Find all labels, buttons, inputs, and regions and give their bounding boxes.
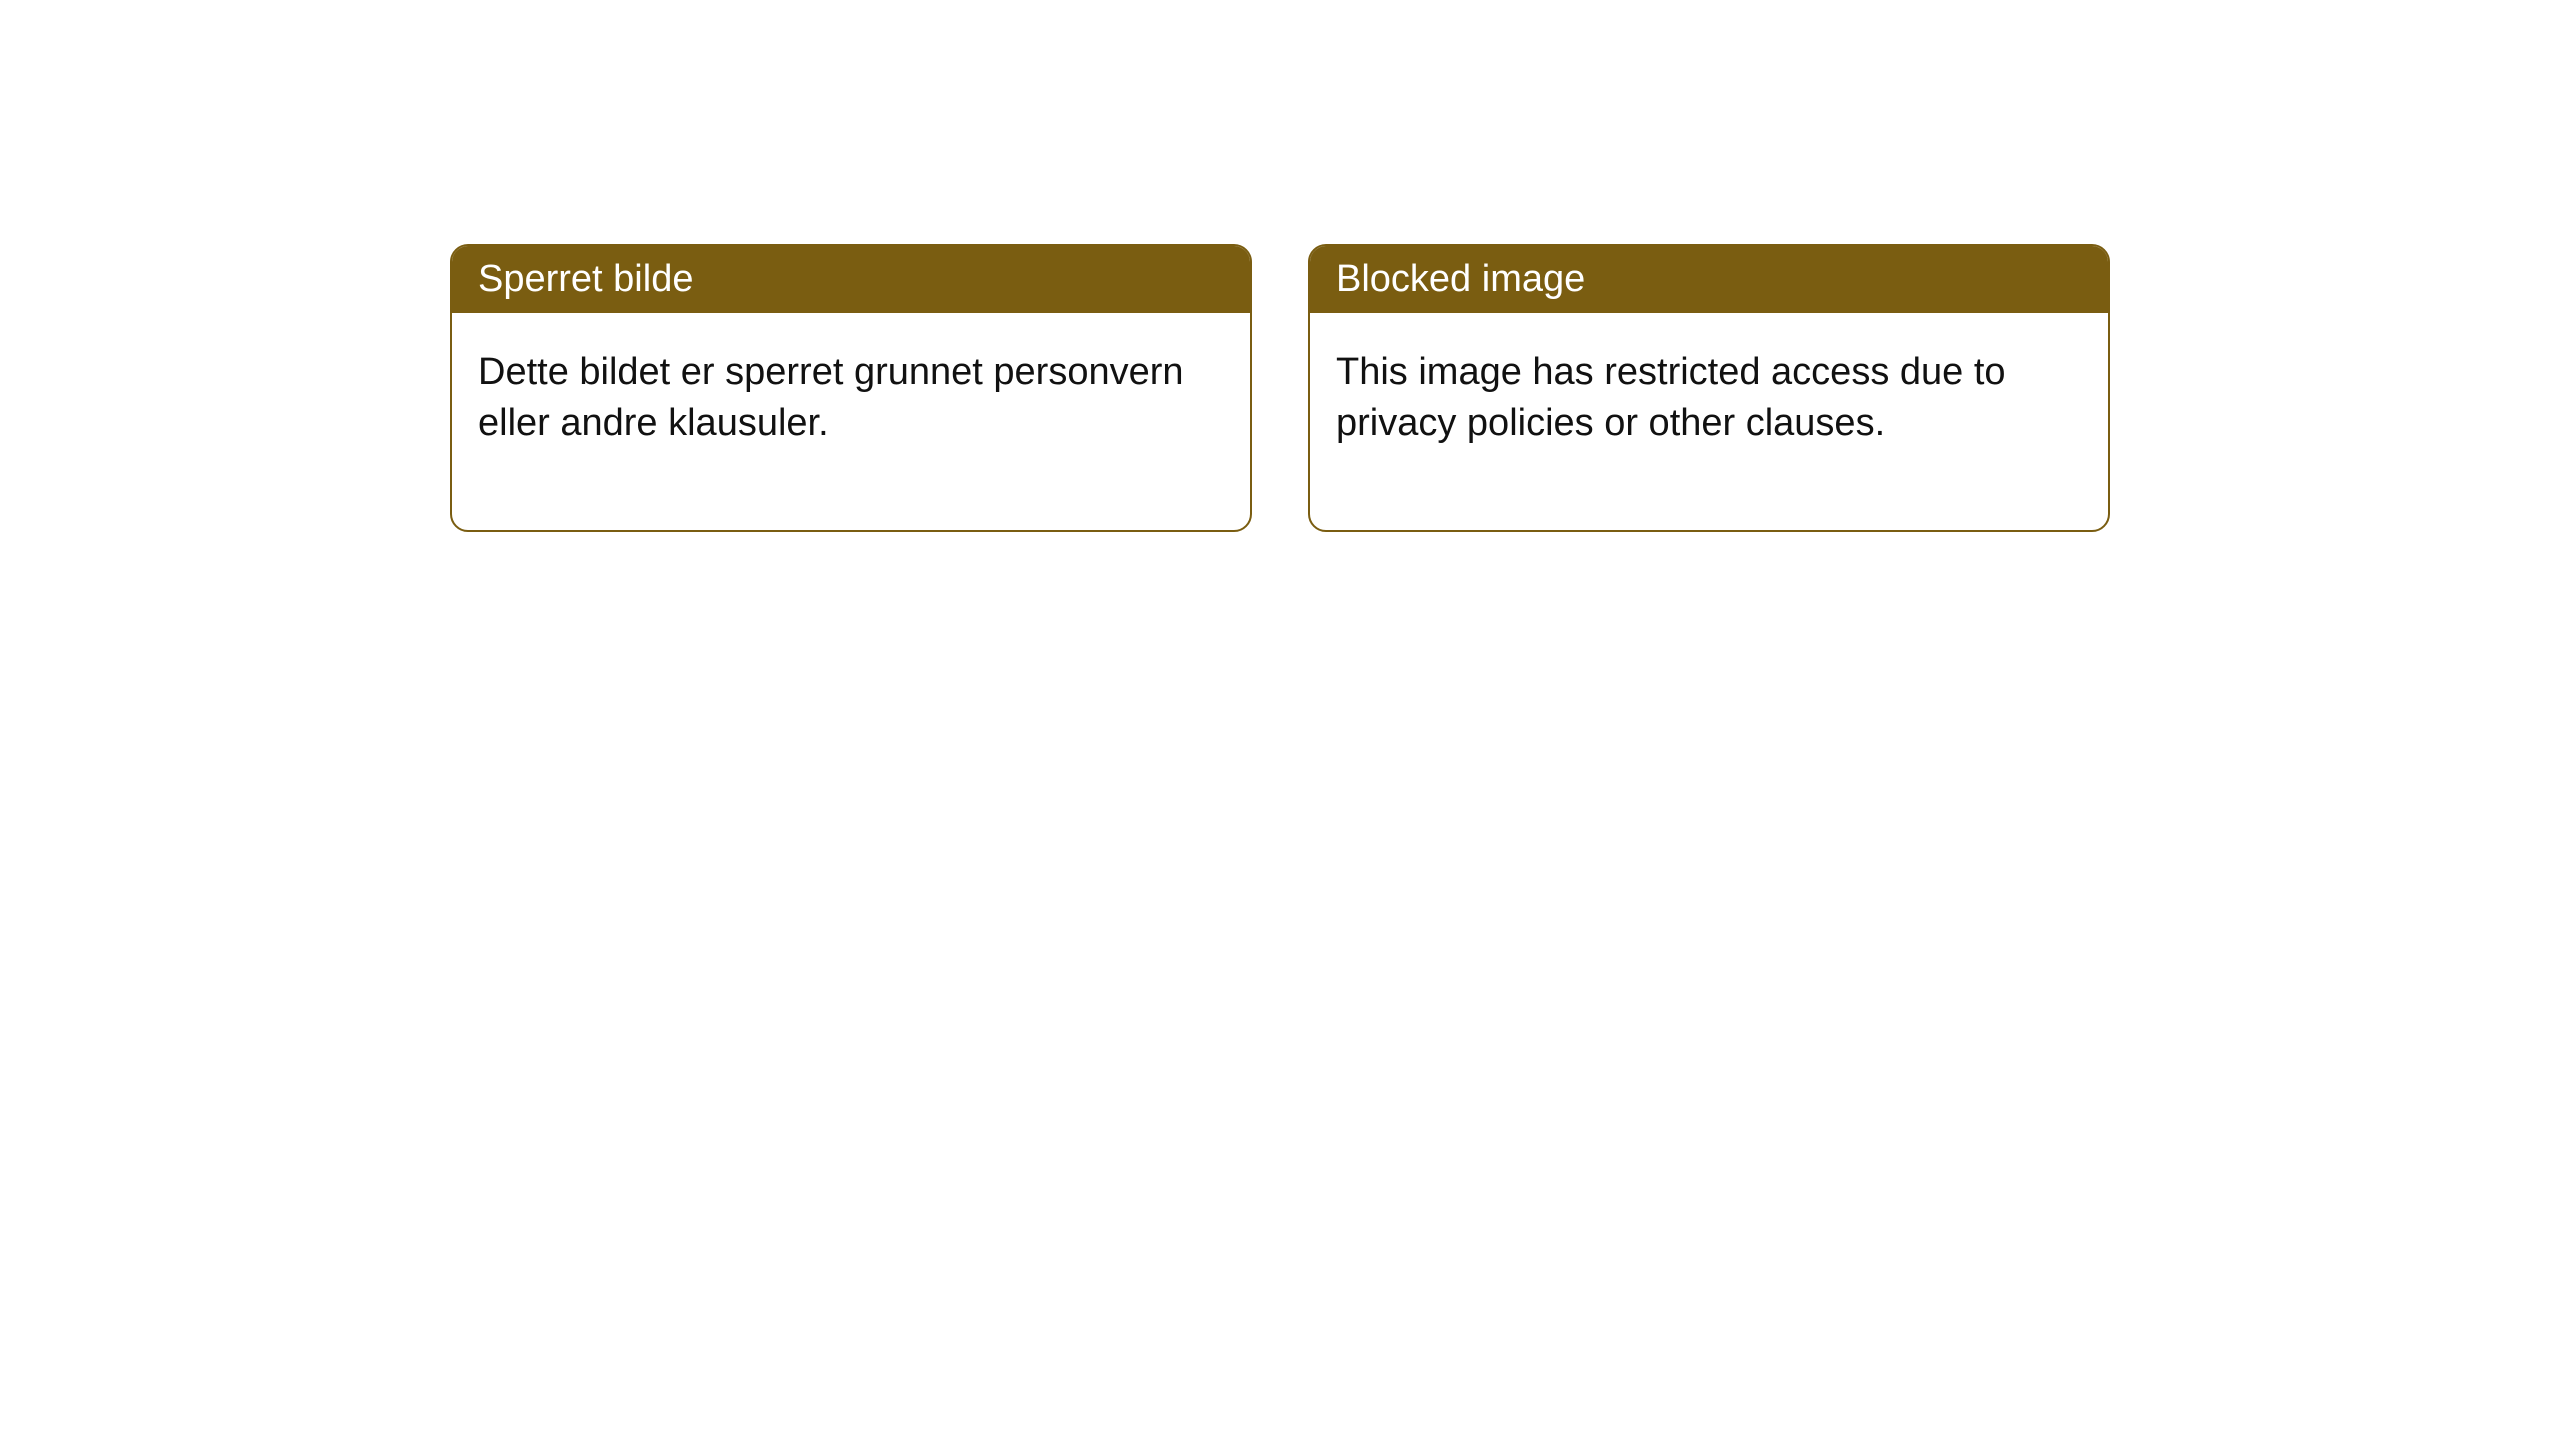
notice-title-no: Sperret bilde <box>452 246 1250 313</box>
notice-card-no: Sperret bilde Dette bildet er sperret gr… <box>450 244 1252 532</box>
notice-body-no: Dette bildet er sperret grunnet personve… <box>452 313 1250 530</box>
notice-title-en: Blocked image <box>1310 246 2108 313</box>
notice-card-en: Blocked image This image has restricted … <box>1308 244 2110 532</box>
notice-body-en: This image has restricted access due to … <box>1310 313 2108 530</box>
